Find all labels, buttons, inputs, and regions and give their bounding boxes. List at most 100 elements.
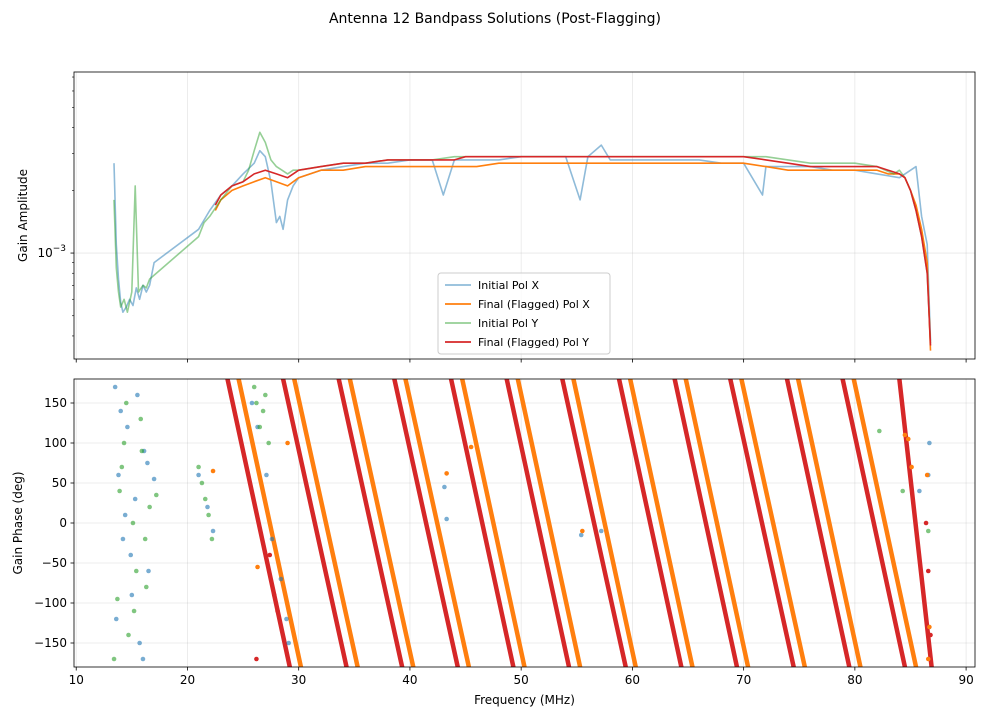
phase-point-2-7 [142,536,148,542]
phase-wrap-3-12 [897,379,934,667]
phase-point-0-30 [598,528,604,534]
phase-point-1-5 [580,528,585,534]
phase-point-2-12 [123,400,129,406]
phase-wrap-1-7 [627,379,695,667]
phase-point-2-15 [144,584,149,590]
phase-point-3-5 [925,568,931,574]
phase-wrap-3-11 [840,379,908,667]
phase-xtick-label-90: 90 [958,673,973,687]
phase-xtick-label-80: 80 [847,673,862,687]
phase-xtick-label-70: 70 [736,673,751,687]
amp-series-group [113,131,932,351]
phase-point-0-13 [128,552,134,558]
phase-point-0-23 [269,536,275,542]
phase-wrap-1-3 [403,379,472,667]
phase-point-2-8 [147,504,152,510]
phase-xtick-label-40: 40 [402,673,417,687]
phase-point-0-25 [284,616,289,622]
phase-point-1-2 [285,440,290,446]
phase-wrap-3-9 [728,379,796,667]
phase-wrap-1-5 [515,379,583,667]
amplitude-axes: 10−3 Gain Amplitude Initial Pol X Final (Fl… [16,71,976,363]
phase-wrap-3-1 [280,379,349,667]
phase-point-2-9 [154,492,159,498]
phase-wrap-1-8 [683,379,751,667]
amp-ytick-label: 10−3 [37,244,66,260]
phase-wrap-1-6 [571,379,638,667]
phase-point-0-27 [442,484,447,490]
phase-wrap-1-4 [459,379,527,667]
phase-point-2-22 [254,400,259,406]
phase-ytick-label-0: 0 [59,516,67,530]
phase-point-0-31 [917,488,922,494]
phase-point-2-17 [199,480,205,486]
phase-wrap-1-0 [236,379,304,667]
phase-ytick-label-50: 50 [52,476,67,490]
phase-point-2-20 [209,536,215,542]
legend-label-2: Initial Pol Y [478,317,538,330]
phase-point-3-2 [271,592,277,598]
phase-point-0-6 [137,640,142,646]
phase-point-1-3 [444,471,449,476]
phase-point-0-3 [125,424,130,430]
phase-point-2-13 [131,608,137,614]
phase-point-2-11 [119,464,125,470]
legend-label-3: Final (Flagged) Pol Y [478,336,589,349]
phase-xtick-label-60: 60 [625,673,640,687]
phase-ytick-label--100: −100 [34,596,67,610]
phase-point-0-1 [116,472,121,478]
phase-ytick-label-150: 150 [44,396,67,410]
phase-point-2-24 [260,408,266,414]
amp-series-line-1 [214,162,932,351]
phase-point-0-4 [129,592,135,598]
phase-wrap-3-5 [504,379,572,667]
phase-point-1-8 [909,464,914,470]
phase-point-2-1 [117,488,122,494]
phase-point-2-18 [202,496,208,502]
phase-point-2-3 [126,632,131,638]
phase-point-3-3 [275,608,280,614]
phase-wrap-3-3 [392,379,461,667]
phase-point-0-15 [140,656,146,662]
phase-wrap-1-11 [851,379,919,667]
phase-point-0-8 [146,568,151,574]
phase-point-0-24 [278,576,284,582]
phase-point-0-16 [145,460,150,466]
phase-point-2-29 [925,528,931,534]
phase-ytick-label-100: 100 [44,436,67,450]
phase-point-0-20 [249,400,255,406]
figure-title: Antenna 12 Bandpass Solutions (Post-Flag… [328,11,662,27]
phase-point-0-19 [210,528,216,534]
phase-point-0-10 [113,616,119,622]
phase-point-1-9 [924,472,930,478]
phase-wrap-3-0 [225,379,293,667]
phase-point-0-28 [444,516,449,522]
phase-wrap-1-10 [795,379,863,667]
phase-point-0-9 [151,476,157,482]
phase-wrap-1-9 [739,379,808,667]
phase-ylabel: Gain Phase (deg) [11,471,25,574]
phase-point-1-11 [927,624,932,630]
phase-series-group [111,379,934,667]
phase-point-1-6 [902,432,908,438]
phase-point-2-14 [139,448,145,454]
phase-point-2-4 [130,520,136,526]
phase-xtick-label-20: 20 [180,673,195,687]
phase-axes: 10 20 30 40 50 60 70 80 90 −150 −100 −50 0 50 100 150 Fr… [11,378,976,707]
phase-point-2-2 [121,440,127,446]
phase-wrap-3-8 [672,379,740,667]
phase-ytick-label--150: −150 [34,636,67,650]
phase-point-0-11 [118,408,124,414]
phase-point-1-1 [255,564,260,570]
phase-wrap-1-2 [347,379,416,667]
phase-point-2-6 [138,416,144,422]
phase-point-0-14 [135,392,140,398]
phase-point-0-18 [205,504,210,510]
phase-point-2-5 [133,568,139,574]
phase-point-0-33 [927,440,932,446]
phase-xtick-label-50: 50 [514,673,529,687]
phase-point-1-4 [468,444,474,450]
phase-point-3-1 [267,552,273,558]
phase-point-1-7 [905,436,911,442]
